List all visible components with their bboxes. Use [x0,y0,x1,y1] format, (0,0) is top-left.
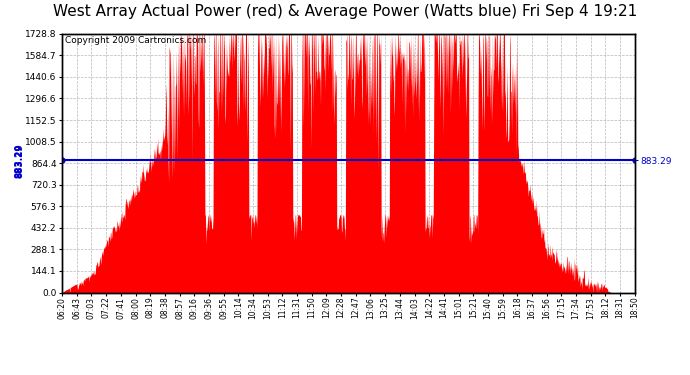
Text: West Array Actual Power (red) & Average Power (Watts blue) Fri Sep 4 19:21: West Array Actual Power (red) & Average … [53,4,637,19]
Text: 883.29: 883.29 [14,143,23,178]
Text: Copyright 2009 Cartronics.com: Copyright 2009 Cartronics.com [65,36,206,45]
Text: 883.29: 883.29 [16,143,25,178]
